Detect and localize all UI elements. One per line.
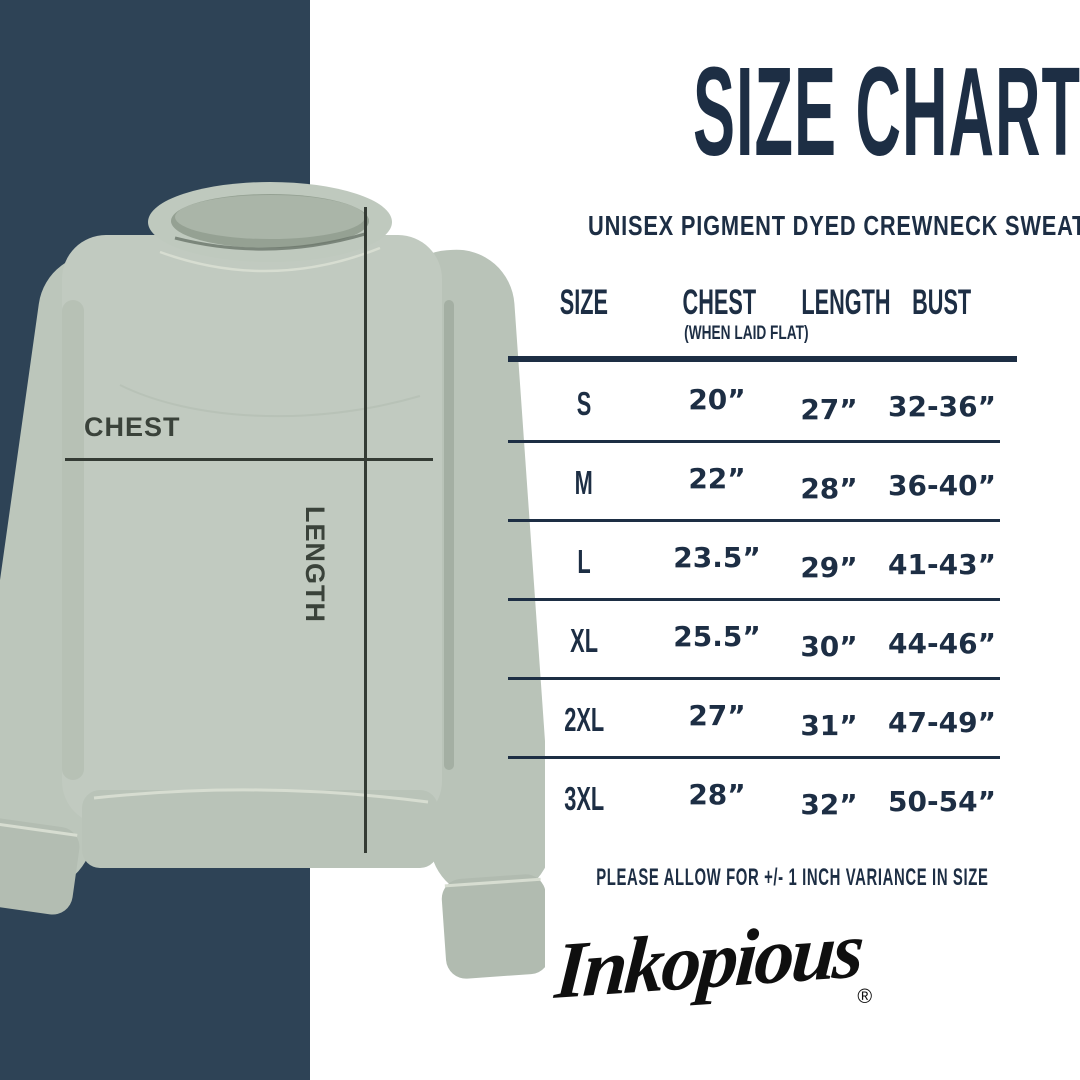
chest-cell: 20” [688,382,746,416]
size-cell: 3XL [564,779,604,817]
chest-cell: 22” [688,461,746,495]
size-cell: XL [570,621,598,659]
variance-note: PLEASE ALLOW FOR +/- 1 INCH VARIANCE IN … [476,864,989,891]
page-title-text: SIZE CHART [693,41,1080,182]
subtitle: UNISEX PIGMENT DYED CREWNECK SWEATSHIRT [508,212,1080,240]
bust-cell: 32-36” [888,389,996,423]
length-cell: 27” [800,392,858,426]
table-row-m: M 22” 28” 36-40” [508,443,1000,522]
bust-cell: 44-46” [888,626,996,660]
bust-cell: 41-43” [888,547,996,581]
length-cell: 31” [800,708,858,742]
table-row-s: S 20” 27” 32-36” [508,364,1000,443]
collar [148,182,392,273]
column-subnote-chest: (WHEN LAID FLAT) [684,323,809,344]
sweater-body [62,235,442,825]
length-cell: 30” [800,629,858,663]
chest-measurement-label: CHEST [84,412,181,442]
waistband [82,788,438,868]
page-title: SIZE CHART [499,49,1080,175]
length-measurement-line [364,207,367,853]
size-cell: S [576,384,592,422]
bust-cell: 36-40” [888,468,996,502]
size-cell: L [577,542,591,580]
length-cell: 28” [800,471,858,505]
subtitle-text: UNISEX PIGMENT DYED CREWNECK SWEATSHIRT [588,210,1080,241]
size-table: S 20” 27” 32-36” M 22” 28” 36-40” L 23.5… [508,364,1000,835]
table-row-2xl: 2XL 27” 31” 47-49” [508,680,1000,759]
column-header-chest: CHEST (WHEN LAID FLAT) [660,285,809,344]
table-row-3xl: 3XL 28” 32” 50-54” [508,759,1000,835]
size-cell: M [574,463,594,501]
chest-cell: 23.5” [673,540,761,574]
column-header-bust: BUST [912,283,972,322]
header-divider [508,356,1017,362]
chest-cell: 25.5” [673,619,761,653]
table-header: SIZE CHEST (WHEN LAID FLAT) LENGTH BUST [508,285,1000,344]
variance-note-text: PLEASE ALLOW FOR +/- 1 INCH VARIANCE IN … [596,864,989,891]
column-header-size: SIZE [559,283,609,322]
column-header-length: LENGTH [801,283,891,322]
chest-measurement-line [65,458,433,461]
brand-name: Inkopious [552,905,865,1017]
size-chart-panel: SIZE CHART UNISEX PIGMENT DYED CREWNECK … [508,0,1080,1080]
table-row-xl: XL 25.5” 30” 44-46” [508,601,1000,680]
registered-mark: ® [857,986,873,1008]
table-row-l: L 23.5” 29” 41-43” [508,522,1000,601]
brand-logo: Inkopious® [461,906,970,1016]
size-cell: 2XL [564,700,604,738]
length-cell: 32” [800,787,858,821]
chest-cell: 27” [688,698,746,732]
length-cell: 29” [800,550,858,584]
bust-cell: 50-54” [888,784,996,818]
length-measurement-label: LENGTH [300,506,330,623]
bust-cell: 47-49” [888,705,996,739]
chest-cell: 28” [688,777,746,811]
sweatshirt-photo [0,182,545,979]
